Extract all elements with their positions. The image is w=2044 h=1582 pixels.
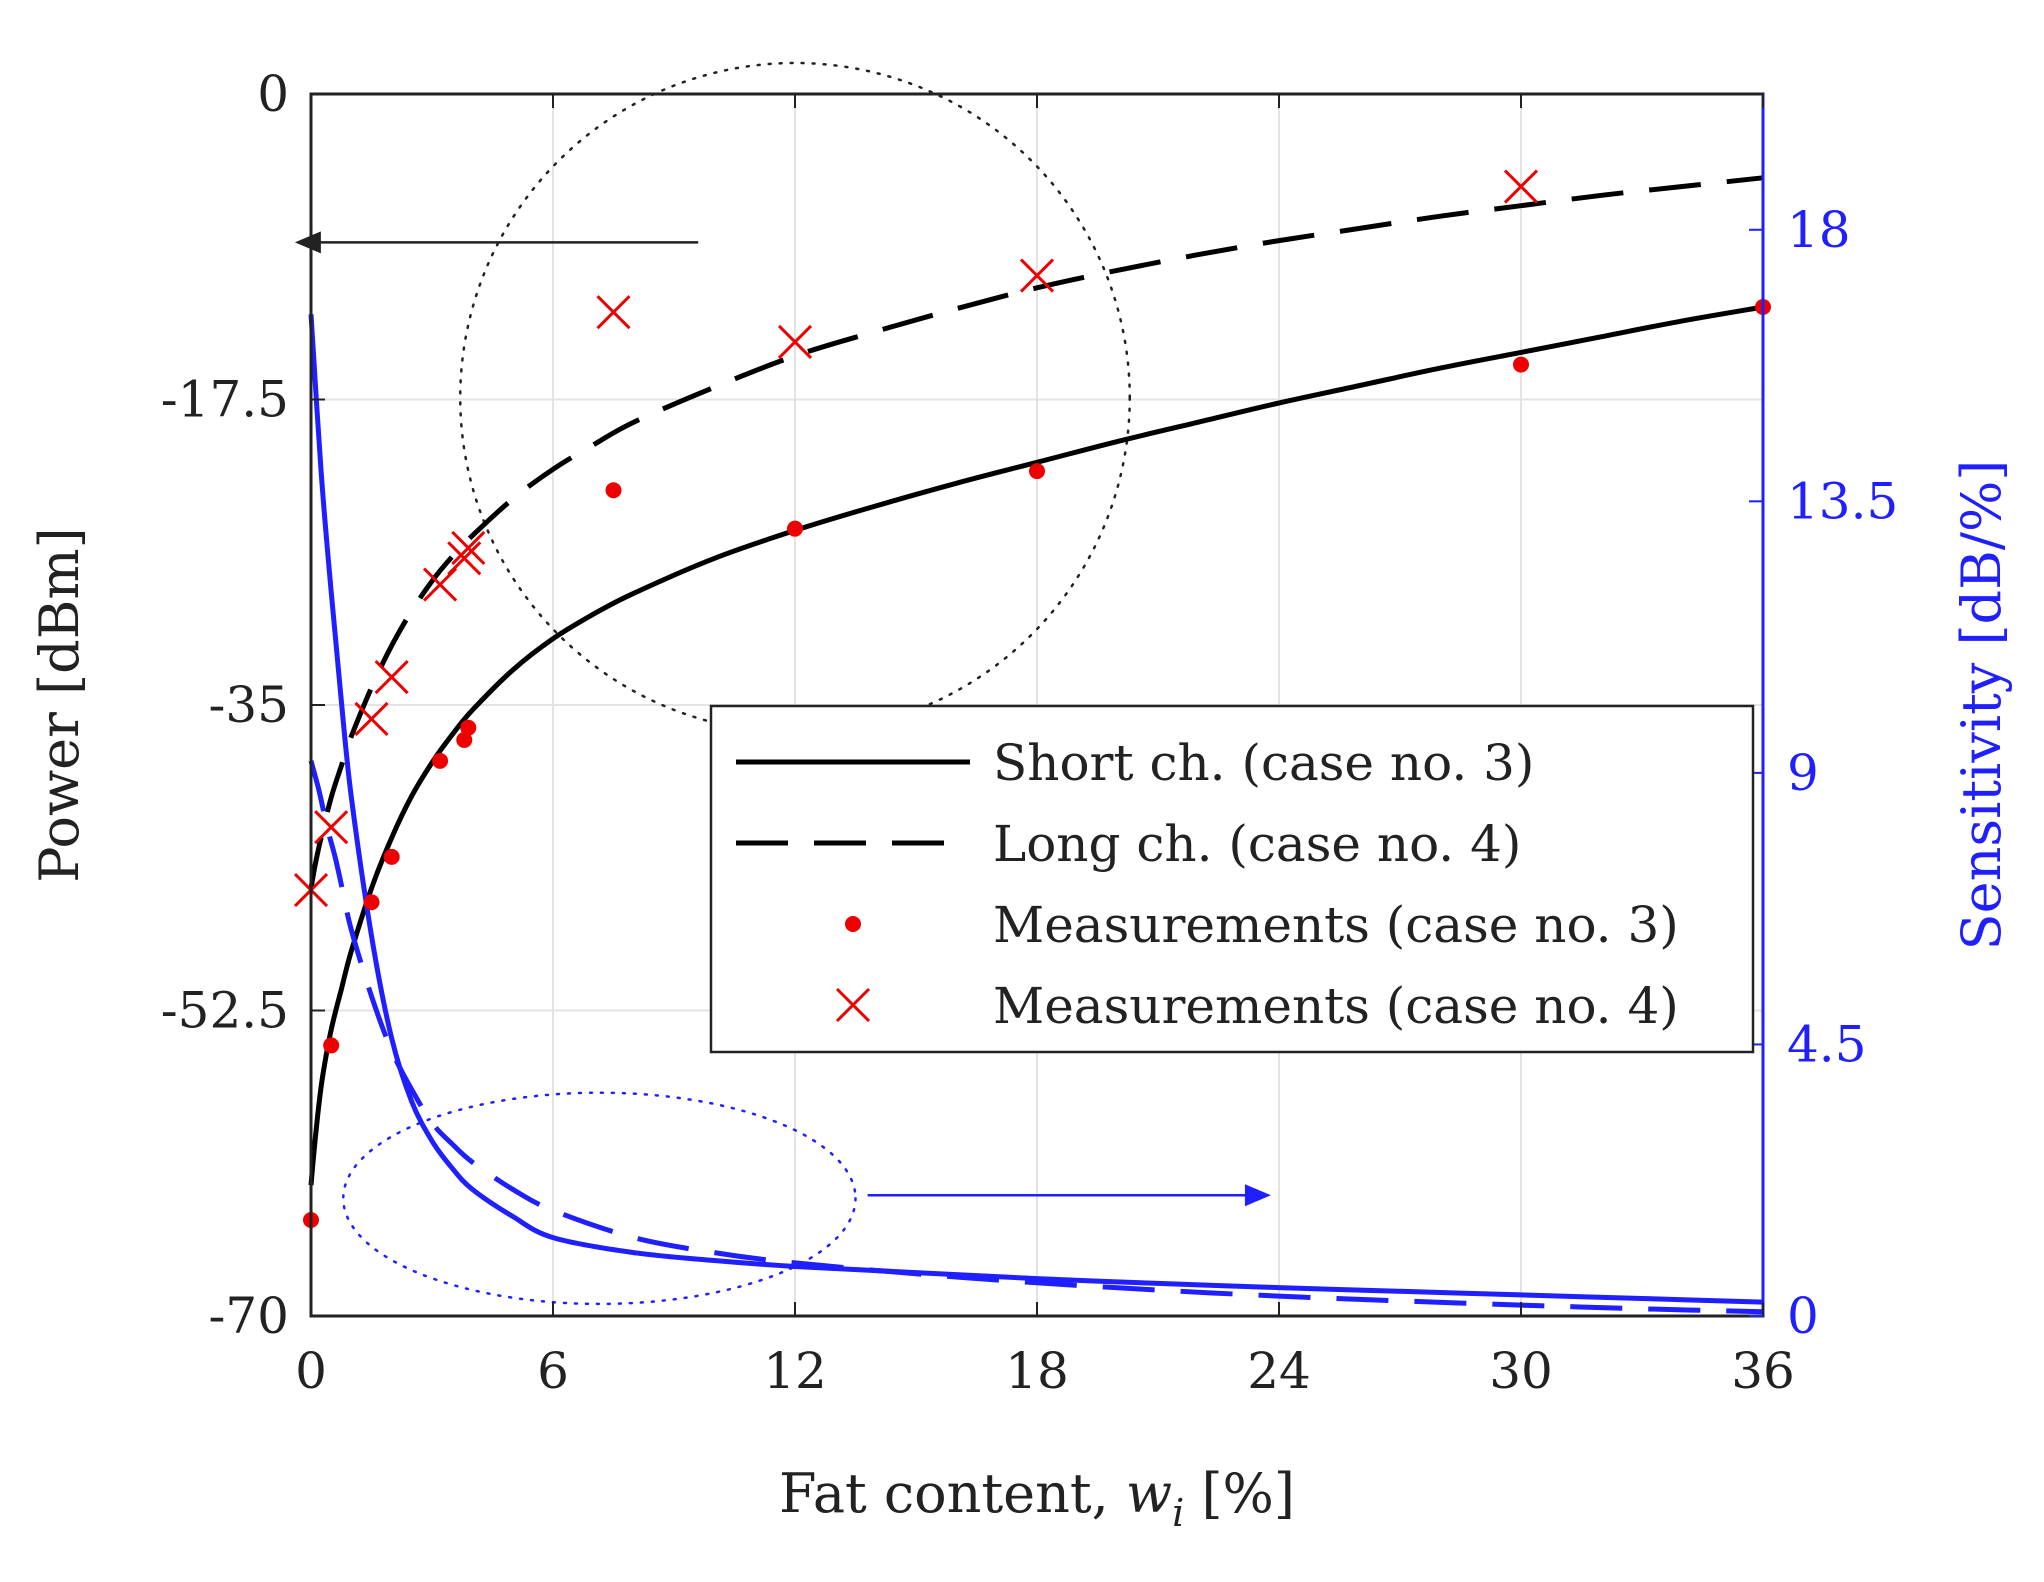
annotation-arrowhead-right (1244, 1184, 1271, 1207)
x-tick-label: 12 (763, 1342, 827, 1400)
x-tick-label: 36 (1731, 1342, 1795, 1400)
legend-entry-meas-4: Measurements (case no. 4) (993, 977, 1679, 1035)
marker-cross-stroke (1503, 169, 1539, 204)
annotation-ellipse-power (458, 61, 1132, 734)
marker-dot (605, 482, 622, 499)
annotations (294, 61, 1271, 1306)
marker-dot (1029, 463, 1045, 480)
marker-cross (447, 541, 482, 576)
marker-cross-stroke (314, 810, 349, 845)
x-axis-label-main: Fat content, (779, 1462, 1126, 1525)
marker-cross (777, 324, 813, 359)
series-line-0 (308, 304, 1764, 1186)
marker-cross-stroke (451, 530, 486, 565)
legend-entry-meas-3: Measurements (case no. 3) (993, 896, 1679, 954)
marker-cross (314, 810, 349, 845)
marker-cross (596, 295, 631, 330)
x-axis-label-unit: [%] (1184, 1462, 1295, 1525)
y-right-tick-label: 9 (1787, 744, 1819, 802)
y-right-tick-label: 13.5 (1787, 472, 1898, 530)
marker-cross-stroke (374, 660, 409, 695)
y-left-tick-label: -70 (208, 1287, 289, 1345)
series-line-3 (308, 760, 1764, 1315)
x-axis-label-sub: i (1172, 1491, 1184, 1535)
x-tick-label: 30 (1489, 1342, 1553, 1400)
x-tick-label: 24 (1247, 1342, 1311, 1400)
marker-cross-stroke (777, 324, 813, 359)
series-line-1 (308, 175, 1764, 889)
marker-cross (354, 701, 389, 737)
legend: Short ch. (case no. 3) Long ch. (case no… (709, 704, 1755, 1054)
x-tick-label: 6 (537, 1342, 569, 1400)
annotation-arrowhead-left (294, 231, 321, 254)
y-right-tick-label: 0 (1787, 1287, 1819, 1345)
marker-cross-stroke (447, 541, 482, 576)
marker-cross-stroke (354, 701, 389, 737)
marker-dot (460, 719, 477, 736)
marker-cross (1019, 258, 1055, 293)
marker-dot (323, 1037, 340, 1054)
legend-entry-short: Short ch. (case no. 3) (993, 734, 1534, 792)
marker-cross (374, 660, 409, 695)
y-axis-right-label: Sensitivity [dB/%] (1950, 460, 2013, 951)
legend-entry-long: Long ch. (case no. 4) (993, 815, 1521, 873)
x-axis-label: Fat content, wi [%] (779, 1462, 1295, 1535)
y-left-tick-label: -35 (208, 676, 289, 734)
series-line-2 (308, 314, 1764, 1305)
annotation-ellipse-sensitivity (342, 1091, 857, 1306)
marker-dot (1513, 356, 1529, 373)
marker-dot (363, 894, 380, 911)
marker-cross (451, 530, 486, 565)
marker-dot (456, 731, 473, 748)
y-right-tick-label: 18 (1787, 201, 1851, 259)
series-layer (308, 175, 1764, 1315)
y-right-tick-label: 4.5 (1787, 1015, 1867, 1073)
x-tick-label: 0 (295, 1342, 327, 1400)
marker-cross-stroke (596, 295, 631, 330)
marker-dot (787, 520, 803, 537)
marker-cross-stroke (1019, 258, 1055, 293)
marker-cross (1503, 169, 1539, 204)
y-left-tick-label: -52.5 (161, 982, 289, 1040)
x-tick-label: 18 (1005, 1342, 1069, 1400)
markers-layer (293, 169, 1771, 1228)
legend-swatch-cross (835, 987, 871, 1023)
y-axis-left-label: Power [dBm] (28, 527, 91, 882)
marker-dot (383, 848, 400, 865)
y-left-tick-label: 0 (257, 65, 289, 123)
legend-swatch-dot (845, 916, 861, 932)
y-left-tick-label: -17.5 (161, 371, 289, 429)
ticks (310, 93, 1764, 1317)
marker-dot (432, 752, 449, 769)
x-axis-label-var: w (1126, 1462, 1172, 1525)
